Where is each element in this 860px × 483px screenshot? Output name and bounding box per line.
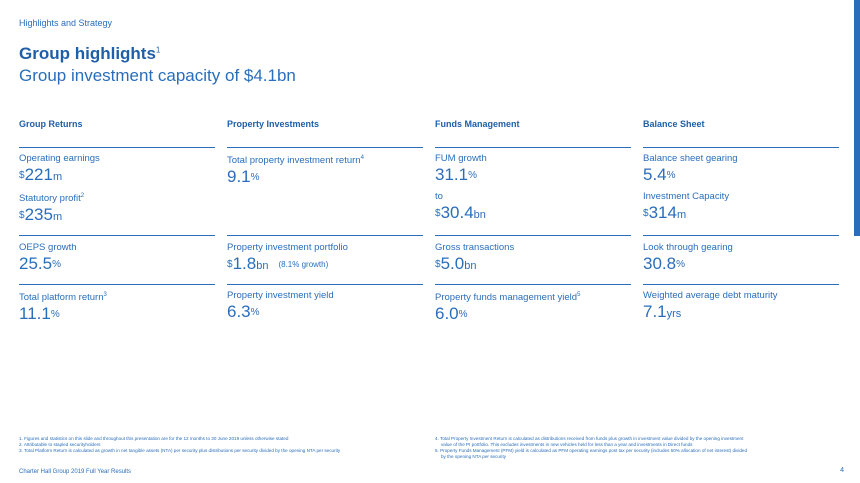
metric-label: Total property investment return4 xyxy=(227,155,364,167)
column-property-investments: Property Investments Total property inve… xyxy=(227,119,423,321)
footnote: 2. Attributable to stapled securityholde… xyxy=(19,442,101,447)
footnotes-left: 1. Figures and statistics on this slide … xyxy=(19,436,340,454)
metric-oeps-growth: OEPS growth 25.5% xyxy=(19,242,215,274)
metric-label: FUM growth xyxy=(435,153,487,164)
metric-value: 11.1% xyxy=(19,304,60,324)
metric-value: $314m xyxy=(643,203,687,222)
section-label: Highlights and Strategy xyxy=(19,18,113,28)
metric-value: 25.5% xyxy=(19,254,61,273)
metric-label: Property funds management yield5 xyxy=(435,292,581,304)
footnote: by the opening NTA per security xyxy=(441,454,507,459)
metric-value: 5.4% xyxy=(643,165,676,184)
metric-operating-earnings: Operating earnings $221m xyxy=(19,153,215,187)
metric-label: Investment Capacity xyxy=(643,191,730,202)
divider xyxy=(643,235,839,236)
metric-investment-capacity: Investment Capacity $314m xyxy=(643,191,839,225)
metric-label: Property investment portfolio xyxy=(227,242,348,253)
metric-total-platform-return: Total platform return3 11.1% xyxy=(19,290,215,324)
metric-look-through-gearing: Look through gearing 30.8% xyxy=(643,242,839,274)
metric-value: $221m xyxy=(19,165,63,184)
metric-value: $1.8bn (8.1% growth) xyxy=(227,254,329,273)
divider xyxy=(435,284,631,285)
metric-label: Weighted average debt maturity xyxy=(643,290,778,301)
metric-label: Balance sheet gearing xyxy=(643,153,738,164)
divider xyxy=(19,235,215,236)
column-heading: Balance Sheet xyxy=(643,119,839,148)
title-footnote-ref: 1 xyxy=(155,45,161,55)
metric-property-funds-management-yield: Property funds management yield5 6.0% xyxy=(435,290,631,324)
metric-label: Total platform return3 xyxy=(19,292,107,304)
metric-value: 30.8% xyxy=(643,254,685,273)
growth-note: (8.1% growth) xyxy=(278,259,329,269)
metric-value: 6.3% xyxy=(227,302,260,321)
metric-label: Gross transactions xyxy=(435,242,515,253)
metric-value: 7.1yrs xyxy=(643,302,682,321)
footnote: 1. Figures and statistics on this slide … xyxy=(19,436,289,441)
page-title-text: Group highlights xyxy=(19,44,156,63)
divider xyxy=(643,284,839,285)
metric-value: 9.1% xyxy=(227,167,260,187)
metric-fum-growth: FUM growth 31.1% xyxy=(435,153,631,185)
metric-label: Operating earnings xyxy=(19,153,100,164)
page-title: Group highlights1 xyxy=(19,44,160,64)
metric-gross-transactions: Gross transactions $5.0bn xyxy=(435,242,631,276)
column-balance-sheet: Balance Sheet Balance sheet gearing 5.4%… xyxy=(643,119,839,321)
page-subtitle: Group investment capacity of $4.1bn xyxy=(19,66,296,85)
divider xyxy=(227,235,423,236)
metric-label: Look through gearing xyxy=(643,242,733,253)
footnote: value of the PI portfolio. This excludes… xyxy=(441,442,693,447)
metric-value: 6.0% xyxy=(435,304,468,324)
metric-value: 31.1% xyxy=(435,165,477,184)
accent-bar xyxy=(854,0,860,236)
footer-doc-title: Charter Hall Group 2019 Full Year Result… xyxy=(19,469,132,475)
column-funds-management: Funds Management FUM growth 31.1% to $30… xyxy=(435,119,631,323)
page-number: 4 xyxy=(840,467,844,474)
metric-label: OEPS growth xyxy=(19,242,77,253)
metric-property-investment-yield: Property investment yield 6.3% xyxy=(227,290,423,322)
metric-total-property-investment-return: Total property investment return4 9.1% xyxy=(227,153,423,187)
divider xyxy=(227,284,423,285)
metric-value: $235m xyxy=(19,205,63,225)
metric-statutory-profit: Statutory profit2 $235m xyxy=(19,191,215,227)
divider xyxy=(19,284,215,285)
metric-weighted-average-debt-maturity: Weighted average debt maturity 7.1yrs xyxy=(643,290,839,324)
divider xyxy=(435,235,631,236)
metric-label: Property investment yield xyxy=(227,290,334,301)
column-heading: Funds Management xyxy=(435,119,631,148)
metric-property-investment-portfolio: Property investment portfolio $1.8bn (8.1… xyxy=(227,242,423,276)
footnote: 5. Property Funds Management (PFM) yield… xyxy=(435,448,748,453)
column-heading: Group Returns xyxy=(19,119,215,148)
footnote: 3. Total Platform Return is calculated a… xyxy=(19,448,341,453)
footnotes-right: 4. Total Property Investment Return is c… xyxy=(435,436,747,460)
footnote: 4. Total Property Investment Return is c… xyxy=(435,436,744,441)
metric-label: Statutory profit2 xyxy=(19,193,85,205)
metric-label: to xyxy=(435,191,443,202)
metric-value: $30.4bn xyxy=(435,203,486,222)
column-group-returns: Group Returns Operating earnings $221m S… xyxy=(19,119,215,323)
metric-value: $5.0bn xyxy=(435,254,477,273)
metric-fum-total: to $30.4bn xyxy=(435,191,631,225)
metric-balance-sheet-gearing: Balance sheet gearing 5.4% xyxy=(643,153,839,185)
column-heading: Property Investments xyxy=(227,119,423,148)
